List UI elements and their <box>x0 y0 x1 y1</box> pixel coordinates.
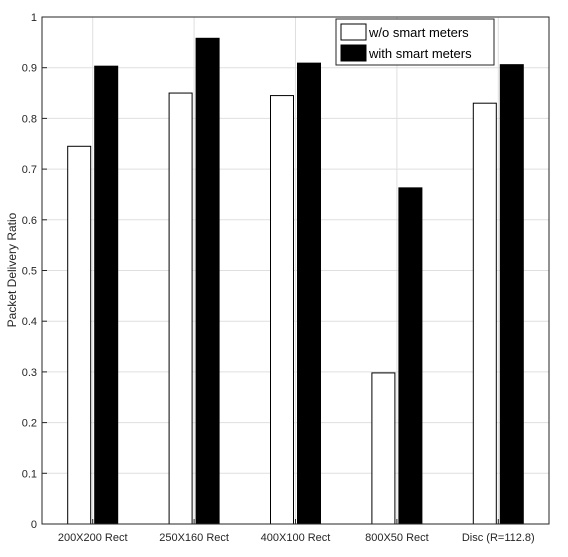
y-tick-label: 0 <box>31 519 37 531</box>
y-tick-label: 1 <box>31 12 37 24</box>
x-tick-label: 400X100 Rect <box>261 532 331 544</box>
ticks: 0 0.1 0.2 0.3 0.4 0.5 0.6 0.7 0.8 0.9 1 200X200 Rec… <box>22 12 535 544</box>
legend: w/o smart meters with smart meters <box>335 18 495 66</box>
y-tick-label: 0.3 <box>22 367 37 379</box>
y-tick-label: 0.6 <box>22 215 37 227</box>
legend-label-with: with smart meters <box>368 46 472 61</box>
bar-with-smart-meters <box>195 37 220 525</box>
y-tick-label: 0.4 <box>22 316 37 328</box>
y-tick-label: 0.8 <box>22 113 37 125</box>
bar-without-smart-meters <box>270 95 294 525</box>
legend-swatch-with <box>340 44 367 62</box>
y-tick-label: 0.2 <box>22 418 37 430</box>
x-tick-label: 200X200 Rect <box>58 532 128 544</box>
y-axis-label: Packet Delivery Ratio <box>5 212 19 327</box>
x-tick-label: 250X160 Rect <box>159 532 229 544</box>
grid <box>42 17 549 524</box>
bar-without-smart-meters <box>67 145 92 525</box>
bar-with-smart-meters <box>398 187 423 525</box>
bar-with-smart-meters <box>94 65 119 525</box>
bar-without-smart-meters <box>472 102 497 525</box>
legend-label-without: w/o smart meters <box>368 25 469 40</box>
x-tick-label: Disc (R=112.8) <box>462 532 535 544</box>
legend-swatch-without <box>340 23 367 41</box>
y-tick-label: 0.9 <box>22 63 37 75</box>
y-tick-label: 0.1 <box>22 468 37 480</box>
bar-with-smart-meters <box>499 64 524 525</box>
bar-without-smart-meters <box>168 92 193 525</box>
bar-without-smart-meters <box>371 372 396 525</box>
y-tick-label: 0.5 <box>22 266 37 278</box>
bar-with-smart-meters <box>297 62 321 525</box>
x-tick-label: 800X50 Rect <box>365 532 429 544</box>
y-tick-label: 0.7 <box>22 164 37 176</box>
